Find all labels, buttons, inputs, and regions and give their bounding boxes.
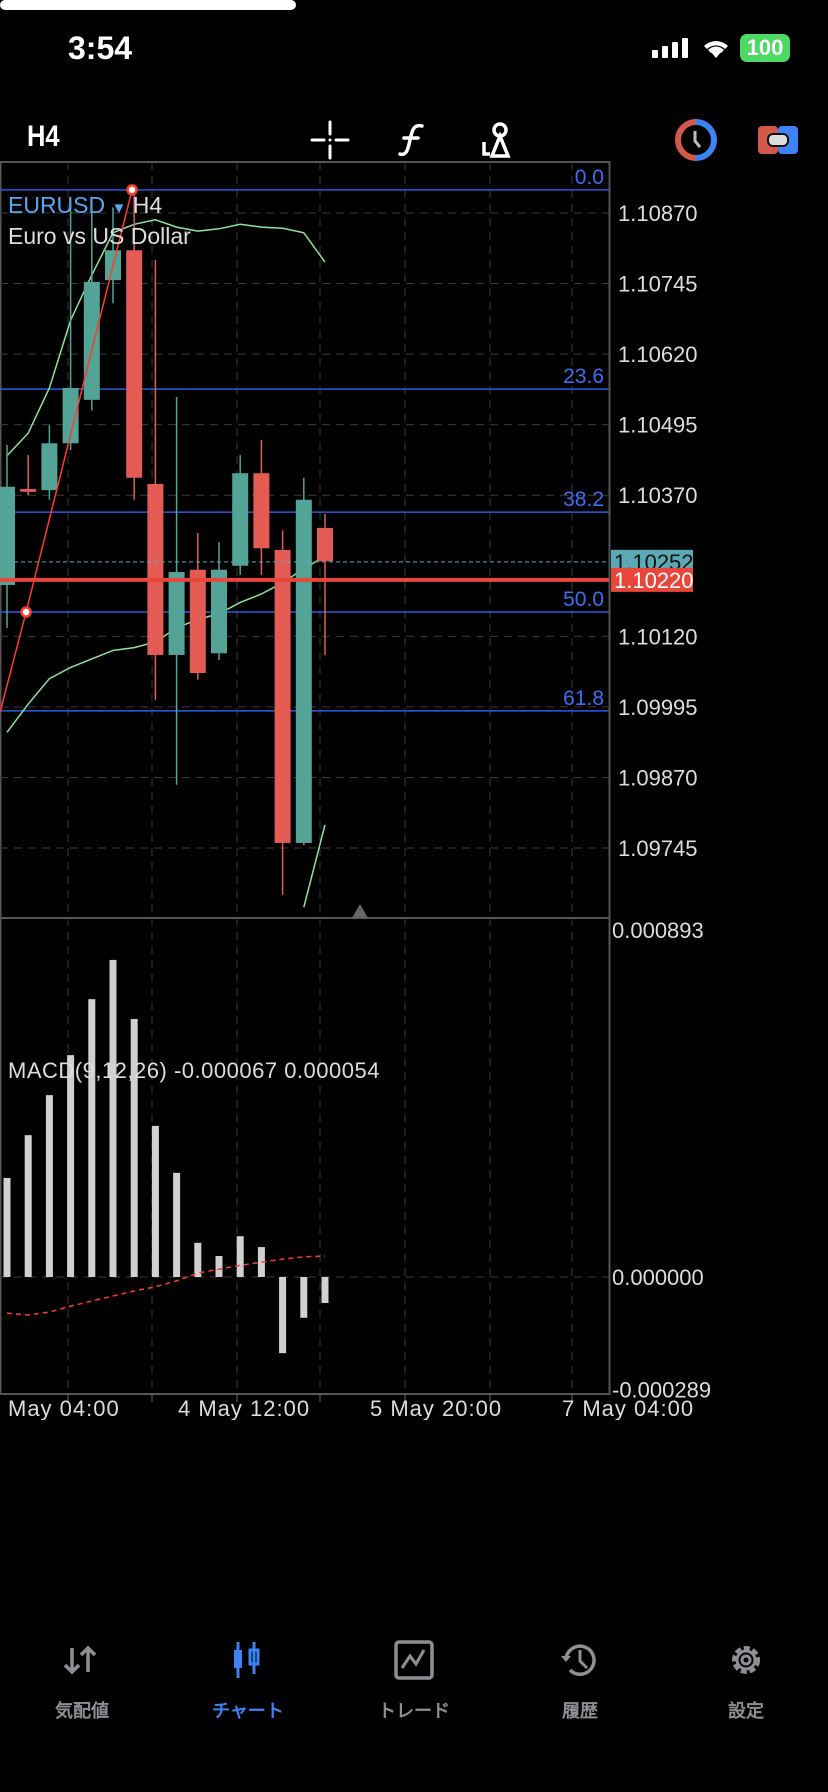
symbol-header[interactable]: EURUSD ▼ H4 [8,192,162,219]
macd-histogram-bar [24,1135,32,1277]
fib-level-label: 0.0 [575,166,604,189]
symbol-name[interactable]: EURUSD [8,192,106,218]
macd-histogram-bar [257,1247,265,1277]
macd-signal-line [6,1255,326,1316]
wifi-icon [704,41,728,58]
price-tick-label: 1.10495 [618,413,698,438]
tab-label: トレード [378,1701,450,1721]
home-indicator [0,0,296,10]
candle-bearish [147,483,164,655]
candle-bullish [62,387,79,444]
price-tick-label: 1.09995 [618,695,698,720]
macd-histogram-bar [88,999,96,1277]
trendline-anchor [126,184,138,196]
status-time: 3:54 [68,30,133,66]
macd-histogram-bar [3,1177,11,1277]
macd-histogram-bar [279,1277,287,1354]
price-tick-label: 1.09870 [618,765,698,790]
tab-label: チャート [212,1701,284,1721]
price-tick-label: 1.09745 [618,836,698,861]
candle-bullish [232,473,249,566]
price-tick-label: 1.10120 [618,624,698,649]
symbol-timeframe: H4 [132,192,163,218]
trendline [0,189,133,713]
tab-trade[interactable]: トレード [344,1638,484,1723]
fib-level-label: 38.2 [563,488,604,511]
candle-bearish [317,527,333,562]
price-tick-label: 1.10370 [618,483,698,508]
price-tick-label: 1.10745 [618,272,698,297]
battery-indicator: 100 [740,34,790,62]
tab-settings-gear[interactable]: 設定 [676,1638,816,1723]
objects-icon[interactable] [474,118,518,162]
macd-header: MACD(9,12,26) -0.000067 0.000054 [8,1058,380,1084]
ma-lower-line [303,824,326,908]
fib-level-label: 61.8 [563,687,604,710]
time-axis-label: 4 May 12:00 [178,1396,310,1420]
tab-label: 設定 [728,1701,764,1721]
chart-frame [0,161,611,1395]
crosshair-icon[interactable] [308,118,352,162]
quotes-arrows-icon [63,1645,97,1675]
candle-bullish [211,569,227,654]
tab-quotes-arrows[interactable]: 気配値 [12,1638,152,1723]
time-axis-label: 5 May 20:00 [370,1396,502,1420]
candle-bullish [168,571,185,655]
indicator-f-icon[interactable] [390,118,434,162]
timeframe-button[interactable]: H4 [27,120,60,153]
candle-bearish [274,549,291,843]
history-icon [561,1644,596,1676]
trade-toggle-icon[interactable] [756,118,800,162]
tab-history[interactable]: 履歴 [510,1638,650,1723]
tab-chart-candles[interactable]: チャート [178,1638,318,1723]
macd-histogram-bar [173,1172,181,1277]
symbol-description: Euro vs US Dollar [8,223,191,249]
price-tick-label: 1.10620 [618,342,698,367]
macd-histogram-bar [194,1242,202,1277]
ma-middle-line [6,555,326,733]
tab-label: 履歴 [562,1701,598,1721]
bid-price-tag [611,567,693,592]
macd-histogram-bar [236,1236,244,1277]
macd-signal-value: 0.000054 [284,1058,380,1083]
candle-bearish [253,473,270,549]
macd-histogram-bar [130,1018,138,1277]
signal-icon [652,38,688,58]
macd-histogram-bar [300,1277,308,1318]
ma-upper-line [6,218,326,457]
candle-bullish [41,443,58,491]
candle-bearish [20,489,37,492]
fib-level-label: 50.0 [563,588,604,611]
macd-histogram-bar [151,1125,159,1277]
settings-gear-icon [732,1646,760,1674]
fib-level-label: 23.6 [563,365,604,388]
clock-icon[interactable] [674,118,718,162]
candle-bullish [0,486,15,585]
macd-tick-label: -0.000289 [612,1377,711,1402]
macd-tick-label: 0.000000 [612,1265,704,1290]
macd-histogram-bar [215,1256,223,1277]
symbol-dropdown-icon[interactable]: ▼ [111,200,127,217]
tab-label: 気配値 [55,1701,109,1721]
macd-label: MACD(9,12,26) [8,1058,168,1083]
macd-histogram-bar [67,1055,75,1277]
bid-price-label: 1.10220 [614,568,694,593]
price-tick-label: 1.10870 [618,201,698,226]
candle-bullish [295,499,312,843]
price-chart[interactable]: 1.10870 1.10745 1.10620 1.10495 1.10370 1.101… [0,0,828,1420]
candle-bearish [126,250,143,478]
trade-icon [394,1640,434,1680]
macd-histogram-bar [45,1095,53,1277]
macd-main-value: -0.000067 [173,1058,278,1083]
trendline-anchor [20,606,32,618]
macd-tick-label: 0.000893 [612,918,704,943]
candle-bullish [83,281,100,400]
chart-candles-icon [234,1642,260,1678]
time-axis-label: May 04:00 [8,1396,120,1420]
scroll-marker-icon [352,904,368,918]
time-axis-label: 7 May 04:00 [562,1396,694,1420]
candle-bearish [189,569,206,674]
macd-histogram-bar [321,1277,329,1304]
macd-histogram-bar [109,959,117,1277]
